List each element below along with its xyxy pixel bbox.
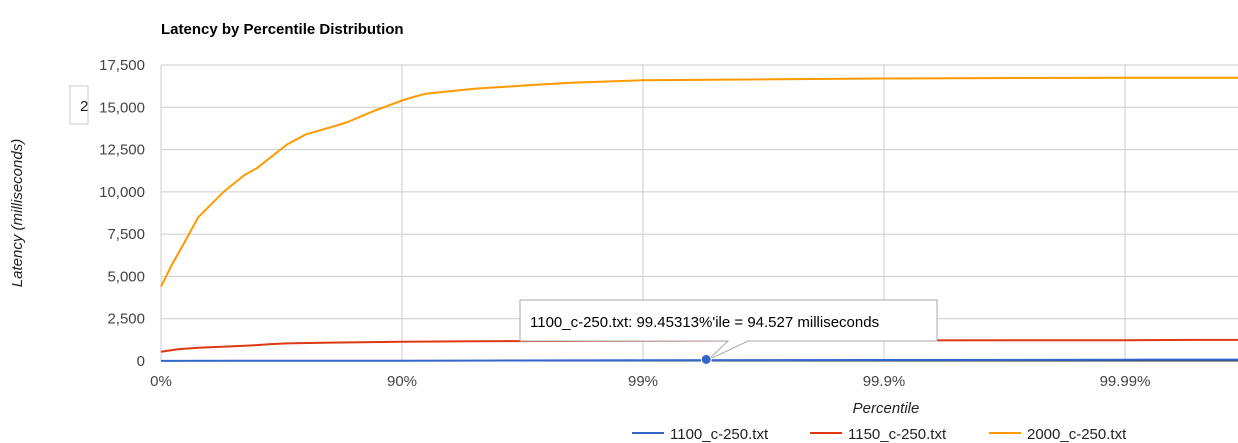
- legend-label: 1150_c-250.txt: [848, 426, 947, 443]
- x-tick-label: 90%: [387, 373, 417, 390]
- partial-label-box: [69, 85, 89, 125]
- x-tick-label: 99.99%: [1100, 373, 1151, 390]
- tooltip: 1100_c-250.txt: 99.45313%'ile = 94.527 m…: [519, 299, 938, 361]
- y-tick-label: 15,000: [99, 99, 145, 116]
- y-tick-label: 10,000: [99, 184, 145, 201]
- highlight-point[interactable]: [700, 353, 712, 365]
- y-tick-label: 17,500: [99, 57, 145, 74]
- y-tick-label: 5,000: [107, 268, 145, 285]
- legend-label: 1100_c-250.txt: [670, 426, 769, 443]
- legend-label: 2000_c-250.txt: [1027, 426, 1127, 443]
- tooltip-box: [519, 299, 938, 361]
- y-tick-label: 7,500: [107, 226, 145, 243]
- x-tick-label: 99%: [628, 373, 658, 390]
- y-tick-label: 2,500: [107, 311, 145, 328]
- y-tick-label: 0: [137, 353, 145, 370]
- x-axis-label: Percentile: [853, 400, 920, 417]
- legend: 1100_c-250.txt 1150_c-250.txt 2000_c-250.t…: [632, 426, 1127, 443]
- x-tick-label: 99.9%: [863, 373, 906, 390]
- y-axis-label: Latency (milliseconds): [9, 139, 26, 287]
- y-axis-ticks: 0 2,500 5,000 7,500 10,000 12,500 15,000 17,500: [99, 57, 145, 370]
- tooltip-text: 1100_c-250.txt: 99.45313%'ile = 94.527 m…: [530, 314, 879, 331]
- chart-title: Latency by Percentile Distribution: [161, 21, 404, 38]
- grid: [160, 64, 1238, 361]
- x-axis-ticks: 0% 90% 99% 99.9% 99.99%: [150, 373, 1150, 390]
- series-lines[interactable]: [160, 76, 1238, 362]
- series-line-2[interactable]: [160, 338, 1238, 353]
- x-tick-label: 0%: [150, 373, 172, 390]
- partial-label: 2: [80, 98, 88, 115]
- y-tick-label: 12,500: [99, 142, 145, 159]
- series-line-1[interactable]: [160, 358, 1238, 362]
- series-line-3[interactable]: [160, 76, 1238, 288]
